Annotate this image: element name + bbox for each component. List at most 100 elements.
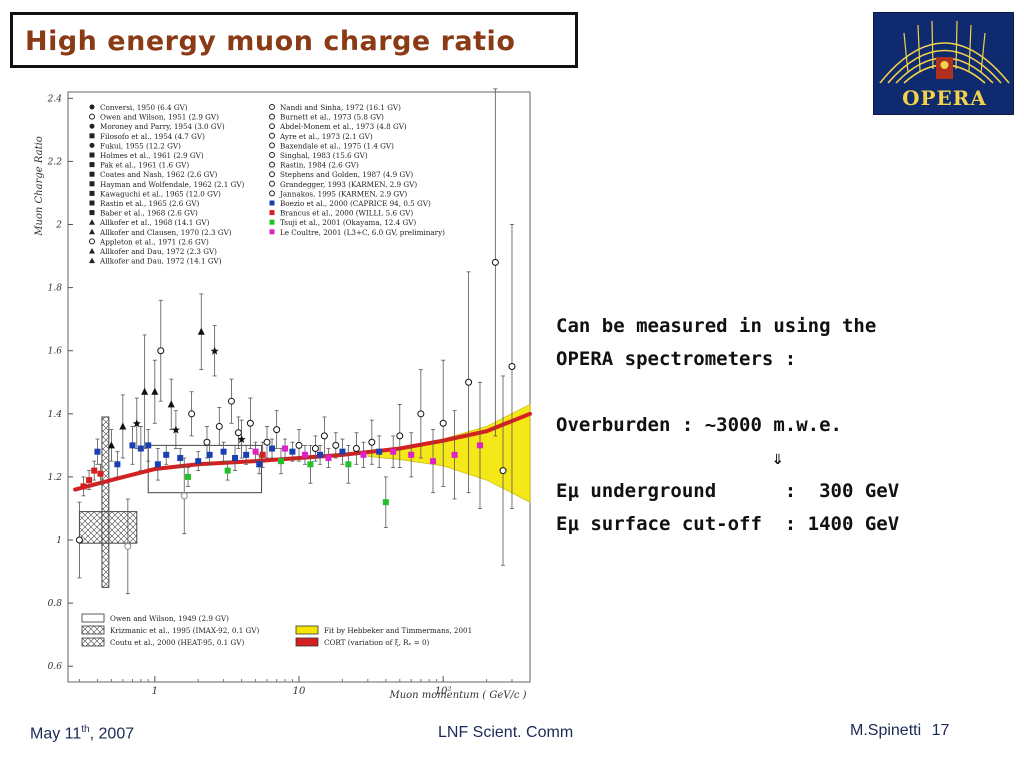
legend-entry: Nandi and Sinha, 1972 (16.1 GV) bbox=[280, 103, 401, 112]
x-tick-label: 10² bbox=[435, 686, 452, 697]
legend-marker bbox=[89, 190, 95, 196]
legend-marker bbox=[89, 200, 95, 206]
data-point-square bbox=[91, 467, 98, 474]
data-point-circle bbox=[180, 492, 188, 500]
legend-entry: Brancus et al., 2000 (WILLI, 5.6 GV) bbox=[280, 209, 413, 218]
legend-marker bbox=[89, 238, 95, 245]
data-point-square bbox=[177, 454, 184, 461]
data-point-circle bbox=[417, 410, 425, 418]
data-point-square bbox=[382, 499, 389, 506]
legend-marker bbox=[89, 123, 95, 129]
data-point-square bbox=[339, 448, 346, 455]
legend-marker bbox=[269, 104, 275, 110]
y-tick-label: 2.4 bbox=[47, 94, 63, 104]
data-point-square bbox=[269, 445, 276, 452]
footer-date-prefix: May 11 bbox=[30, 725, 82, 743]
y-tick-label: 1.6 bbox=[48, 347, 63, 357]
legend-entry: Krizmanic et al., 1995 (IMAX-92, 0.1 GV) bbox=[110, 626, 260, 635]
data-point-star bbox=[210, 346, 219, 355]
muon-charge-ratio-chart: 0.6 0.8 1 1.2 1.4 1.6 1.8 2 2.2 2.4 1 10 10² Convers… bbox=[28, 86, 538, 706]
legend-entry: CORT (variation of ξ, Rₑ = 0) bbox=[324, 638, 430, 647]
data-point-square bbox=[80, 483, 87, 490]
data-point-circle bbox=[124, 542, 132, 550]
reference-boxes bbox=[78, 416, 263, 588]
legend-entry: Allkofer et al., 1968 (14.1 GV) bbox=[99, 218, 210, 227]
data-point-square bbox=[289, 448, 296, 455]
legend-entry: Stephens and Golden, 1987 (4.9 GV) bbox=[280, 170, 413, 179]
data-point-circle bbox=[352, 445, 360, 453]
footer-author: M.Spinetti bbox=[850, 722, 922, 739]
data-point-square bbox=[114, 461, 121, 468]
legend-entry: Jannakos, 1995 (KARMEN, 2.9 GV) bbox=[279, 189, 407, 198]
footer-event: LNF Scient. Comm bbox=[438, 724, 574, 741]
legend-marker bbox=[269, 132, 275, 139]
data-point-square bbox=[243, 451, 250, 458]
data-point-circle bbox=[157, 347, 165, 355]
legend-entry: Ayre et al., 1973 (2.1 GV) bbox=[279, 132, 373, 141]
legend-marker bbox=[269, 210, 275, 216]
legend-entry: Conversi, 1950 (6.4 GV) bbox=[100, 103, 188, 112]
data-point-triangle bbox=[119, 422, 127, 430]
legend-entry: Appleton et al., 1971 (2.6 GV) bbox=[99, 237, 209, 246]
opera-logo: OPERA bbox=[873, 12, 1014, 115]
logo-word: OPERA bbox=[902, 86, 987, 110]
note-line-7: Eμ surface cut-off : 1400 GeV bbox=[556, 513, 900, 535]
legend-entry: Allkofer and Dau, 1972 (14.1 GV) bbox=[99, 257, 222, 266]
note-line-3 bbox=[556, 376, 1016, 409]
legend-entry: Grandegger, 1993 (KARMEN, 2.9 GV) bbox=[280, 180, 417, 189]
legend-marker bbox=[89, 257, 95, 264]
legend-marker bbox=[89, 171, 95, 177]
legend-marker bbox=[89, 210, 95, 216]
data-point-square bbox=[137, 445, 144, 452]
data-point-circle bbox=[227, 397, 235, 405]
legend-box-swatch bbox=[81, 613, 105, 623]
y-tick-label: 0.8 bbox=[48, 599, 63, 609]
data-point-circle bbox=[368, 438, 376, 446]
legend-entry: Pak et al., 1961 (1.6 GV) bbox=[100, 161, 189, 170]
legend-entry: Baxendale et al., 1975 (1.4 GV) bbox=[280, 141, 394, 150]
legend-marker bbox=[89, 228, 95, 235]
data-point-square bbox=[86, 477, 93, 484]
legend-marker bbox=[269, 229, 275, 235]
title-box: High energy muon charge ratio bbox=[10, 12, 578, 68]
data-point-triangle bbox=[197, 327, 205, 335]
note-line-4: Overburden : ~3000 m.w.e. bbox=[556, 414, 842, 436]
y-tick-label: 2.2 bbox=[47, 157, 63, 167]
data-point-circle bbox=[234, 429, 242, 437]
legend-marker bbox=[269, 161, 275, 168]
data-point-circle bbox=[263, 438, 271, 446]
legend-marker bbox=[269, 142, 275, 149]
opera-theatre-icon bbox=[879, 20, 1010, 84]
data-point-square bbox=[256, 461, 263, 468]
legend-entry: Fit by Hebbeker and Timmermans, 2001 bbox=[324, 626, 472, 635]
data-point-square bbox=[206, 451, 213, 458]
data-point-square bbox=[360, 451, 367, 458]
page-number: 17 bbox=[931, 722, 950, 739]
data-point-square bbox=[430, 458, 437, 465]
data-point-circle bbox=[508, 362, 516, 370]
data-point-square bbox=[94, 448, 101, 455]
legend-entry: Burnett et al., 1973 (5.8 GV) bbox=[280, 113, 384, 122]
data-point-square bbox=[476, 442, 483, 449]
legend-entry: Baber et al., 1968 (2.6 GV) bbox=[100, 209, 198, 218]
data-point-square bbox=[307, 461, 314, 468]
legend-marker bbox=[269, 152, 275, 158]
data-point-square bbox=[301, 451, 308, 458]
legend-entry: Rastin, 1984 (2.6 GV) bbox=[280, 161, 359, 170]
data-point-square bbox=[232, 454, 239, 461]
legend-entry: Allkofer and Dau, 1972 (2.3 GV) bbox=[99, 247, 217, 256]
data-point-square bbox=[224, 467, 231, 474]
measurement-notes: Can be measured in using the OPERA spect… bbox=[556, 310, 1016, 541]
data-point-square bbox=[129, 442, 136, 449]
data-point-triangle bbox=[151, 387, 159, 395]
legend-entry: Le Coultre, 2001 (L3+C, 6.0 GV, prelimin… bbox=[280, 228, 445, 237]
reference-box bbox=[101, 416, 110, 588]
legend-entry: Tsuji et al., 2001 (Okayama, 12.4 GV) bbox=[280, 218, 416, 227]
legend-marker bbox=[269, 123, 275, 130]
data-point-circle bbox=[320, 432, 328, 440]
slide-title: High energy muon charge ratio bbox=[25, 26, 516, 57]
data-point-square bbox=[325, 454, 332, 461]
note-arrow: ⇓ bbox=[772, 447, 784, 469]
data-point-circle bbox=[499, 467, 507, 475]
data-point-square bbox=[220, 448, 227, 455]
